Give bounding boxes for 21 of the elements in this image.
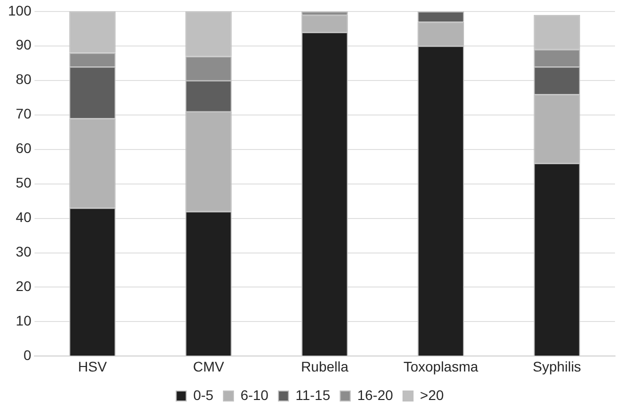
x-tick-label: Syphilis xyxy=(532,358,582,374)
y-tick-label: 70 xyxy=(16,106,32,122)
y-tick-label: 30 xyxy=(16,244,32,260)
x-tick-label: Toxoplasma xyxy=(403,358,478,374)
y-tick-label: 60 xyxy=(16,140,32,156)
legend-label: 0-5 xyxy=(193,386,214,403)
y-tick-label: 90 xyxy=(16,36,32,53)
y-tick-label: 10 xyxy=(16,312,32,329)
legend-label: 6-10 xyxy=(240,386,269,403)
legend-label: 16-20 xyxy=(357,386,394,403)
x-tick-label: HSV xyxy=(78,358,108,374)
legend-label: >20 xyxy=(420,386,444,403)
x-tick-label: Rubella xyxy=(300,358,349,374)
y-tick-label: 50 xyxy=(16,174,32,191)
x-tick-label: CMV xyxy=(192,358,225,374)
y-tick-label: 80 xyxy=(16,71,32,88)
y-tick-label: 0 xyxy=(24,347,32,364)
legend-label: 11-15 xyxy=(295,386,330,403)
y-tick-label: 20 xyxy=(16,278,32,294)
y-tick-label: 100 xyxy=(8,2,32,18)
y-tick-label: 40 xyxy=(16,209,32,226)
